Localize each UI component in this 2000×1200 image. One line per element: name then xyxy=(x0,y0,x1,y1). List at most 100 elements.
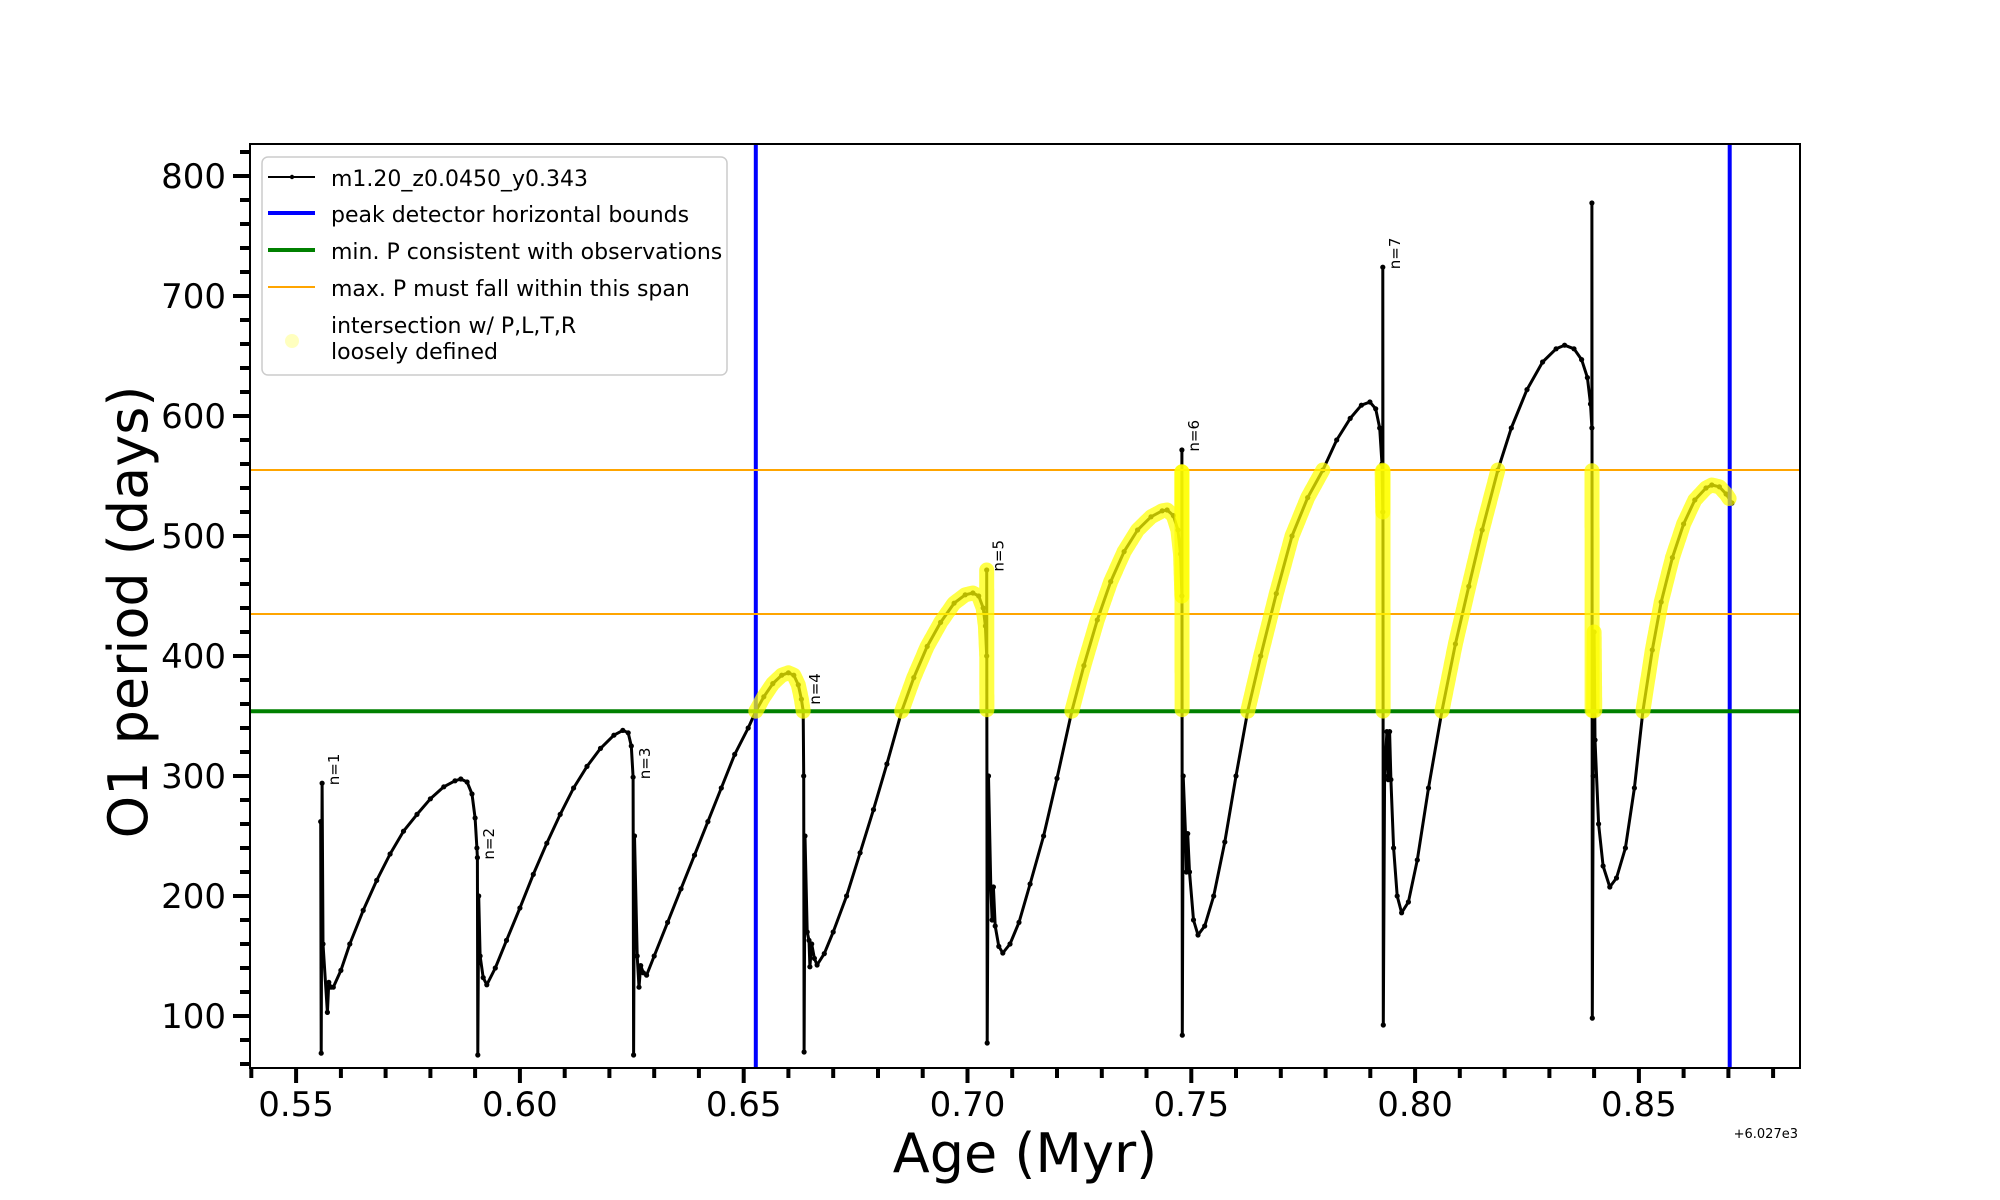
data-point xyxy=(326,979,332,986)
data-point xyxy=(631,1052,637,1058)
data-point xyxy=(990,884,997,890)
data-point xyxy=(802,833,808,839)
legend-label: min. P consistent with observations xyxy=(331,240,722,265)
data-point xyxy=(1211,893,1217,899)
data-point xyxy=(1367,399,1373,405)
data-point xyxy=(544,840,550,846)
y-tick-label: 100 xyxy=(161,997,226,1037)
data-point xyxy=(318,1050,324,1056)
data-point xyxy=(1391,845,1397,851)
data-point xyxy=(414,811,420,818)
data-point xyxy=(476,893,482,899)
x-tick-label: 0.60 xyxy=(482,1085,558,1125)
legend-label-line-2: loosely defined xyxy=(331,340,498,365)
data-point xyxy=(807,964,813,970)
data-point xyxy=(1233,773,1239,779)
data-point xyxy=(1590,773,1596,779)
data-point xyxy=(611,732,617,738)
data-point xyxy=(1425,785,1432,791)
data-point xyxy=(1041,833,1047,839)
legend-label-line-1: intersection w/ P,L,T,R xyxy=(331,314,576,339)
x-tick-label: 0.70 xyxy=(930,1085,1006,1125)
legend-label: peak detector horizontal bounds xyxy=(331,203,689,228)
data-point xyxy=(1399,910,1405,916)
data-point xyxy=(1358,402,1364,408)
data-point xyxy=(1394,893,1400,899)
data-point xyxy=(705,819,711,825)
data-point xyxy=(718,785,724,791)
data-point xyxy=(441,784,447,790)
data-point xyxy=(1622,845,1628,851)
data-point xyxy=(814,962,820,968)
data-point xyxy=(1179,447,1185,453)
data-point xyxy=(745,725,751,731)
data-point xyxy=(427,796,433,802)
data-point xyxy=(1334,437,1340,443)
data-point xyxy=(472,815,478,821)
data-point xyxy=(870,807,877,813)
data-point xyxy=(996,943,1002,950)
legend-entry-model-track: m1.20_z0.0450_y0.343 xyxy=(268,167,588,192)
y-axis-label: O1 period (days) xyxy=(97,386,160,839)
data-point xyxy=(324,1009,330,1016)
legend-entry-min-period: min. P consistent with observations xyxy=(268,240,722,265)
data-point xyxy=(1596,821,1602,827)
data-point xyxy=(1592,737,1598,743)
data-point xyxy=(503,937,510,944)
data-point xyxy=(678,886,684,892)
data-point xyxy=(330,984,336,990)
data-point xyxy=(1631,785,1637,791)
data-point xyxy=(475,1052,481,1058)
legend-label: m1.20_z0.0450_y0.343 xyxy=(331,167,588,192)
data-point xyxy=(1587,401,1594,407)
data-point xyxy=(1185,831,1191,837)
data-point xyxy=(1508,425,1514,431)
data-point xyxy=(1589,200,1595,206)
x-tick-label: 0.75 xyxy=(1153,1085,1229,1125)
data-point xyxy=(1607,884,1613,890)
data-point xyxy=(1380,264,1386,270)
intersection-segment xyxy=(1240,462,1331,719)
legend: m1.20_z0.0450_y0.343 peak detector horiz… xyxy=(261,156,728,376)
data-point xyxy=(1387,729,1393,735)
y-tick-label: 800 xyxy=(161,157,226,197)
y-tick-label: 600 xyxy=(161,397,226,437)
data-point xyxy=(1562,342,1568,348)
data-point xyxy=(1202,923,1208,929)
data-point xyxy=(400,828,407,834)
data-point xyxy=(1054,775,1060,782)
data-point xyxy=(318,819,324,825)
intersection-segment xyxy=(1635,477,1737,719)
data-point xyxy=(1186,869,1193,875)
pulse-label: n=4 xyxy=(806,673,824,705)
data-point xyxy=(801,773,807,779)
data-point xyxy=(530,871,536,878)
y-tick-label: 500 xyxy=(161,517,226,557)
data-point xyxy=(985,773,992,779)
data-point xyxy=(338,967,344,974)
data-point xyxy=(1579,357,1585,363)
intersection-layer xyxy=(748,462,1737,719)
data-point xyxy=(1388,777,1394,783)
data-point xyxy=(1382,773,1388,779)
data-point xyxy=(1195,932,1201,938)
intersection-segment xyxy=(894,562,995,719)
pulse-label: n=7 xyxy=(1386,238,1404,270)
data-point xyxy=(347,941,353,947)
data-point xyxy=(464,779,470,785)
data-point xyxy=(644,972,650,978)
data-point xyxy=(821,951,827,957)
pulse-label: n=1 xyxy=(325,754,343,786)
data-point xyxy=(665,919,671,926)
data-point xyxy=(517,905,523,911)
y-tick-label: 700 xyxy=(161,277,226,317)
pulse-label: n=6 xyxy=(1185,420,1203,452)
x-axis-offset-label: +6.027e3 xyxy=(1734,1127,1798,1142)
data-point xyxy=(1613,875,1620,881)
pulse-label: n=3 xyxy=(636,748,654,780)
axis-ticks: 0.55 0.60 0.65 0.70 0.75 0.80 0.85 100 200 300 400… xyxy=(161,150,1776,1125)
data-point xyxy=(631,833,638,839)
data-point xyxy=(1222,839,1228,845)
y-tick-label: 300 xyxy=(161,757,226,797)
